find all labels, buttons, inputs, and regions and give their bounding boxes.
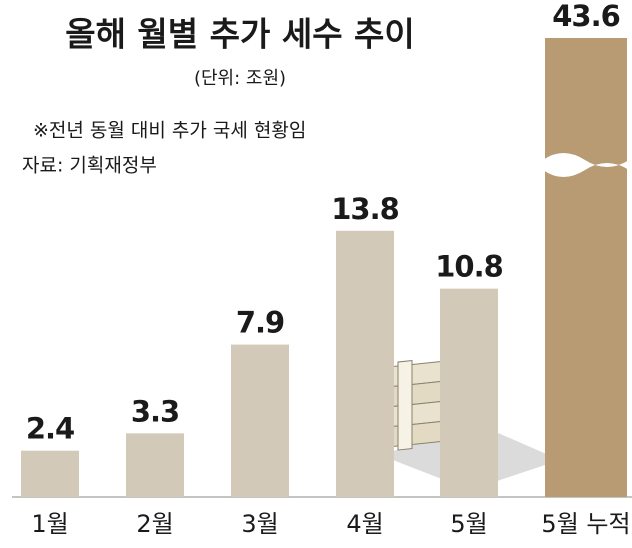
bar: [440, 288, 498, 497]
x-tick-label: 2월: [136, 510, 173, 538]
value-label: 43.6: [552, 0, 620, 33]
x-tick-label: 5월 누적: [541, 510, 630, 538]
value-label: 2.4: [26, 412, 74, 446]
value-label: 13.8: [331, 192, 399, 226]
chart-title: 올해 월별 추가 세수 추이: [65, 15, 415, 54]
note: ※전년 동월 대비 추가 국세 현황임: [33, 120, 306, 142]
axis-break: [543, 153, 629, 177]
chart-subtitle: (단위: 조원): [194, 68, 286, 89]
bar: [126, 433, 184, 497]
x-tick-label: 4월: [346, 510, 383, 538]
x-tick-label: 3월: [241, 510, 278, 538]
source: 자료: 기획재정부: [22, 155, 157, 177]
x-tick-label: 1월: [31, 510, 68, 538]
x-tick-label: 5월: [450, 510, 487, 538]
value-label: 10.8: [435, 250, 503, 284]
bar: [545, 38, 627, 497]
bar: [21, 450, 79, 497]
value-label: 7.9: [236, 306, 284, 340]
bar: [231, 344, 289, 497]
value-label: 3.3: [131, 394, 179, 428]
bar: [336, 230, 394, 497]
